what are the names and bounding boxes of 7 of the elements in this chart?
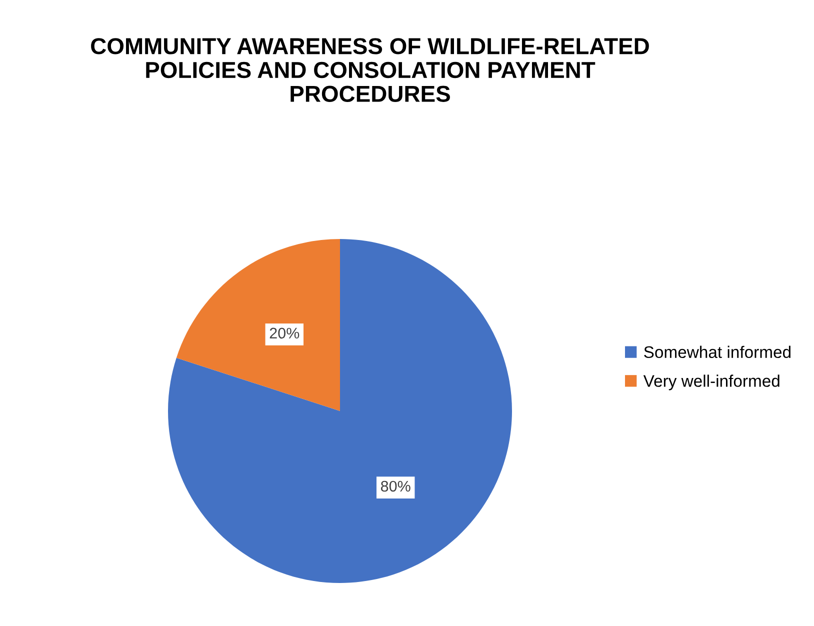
legend-label: Somewhat informed [644, 346, 790, 358]
pie-slice [168, 239, 512, 583]
data-label: 20% [270, 328, 300, 339]
data-label: 80% [380, 480, 410, 492]
pie-slice [176, 239, 340, 411]
legend-label: Very well-informed [643, 374, 780, 390]
chart-title: COMMUNITY AWARENESS OF WILDLIFE-RELATED POLICIES AND CONSOLATION PAYMENT PROCEDURES [91, 38, 649, 102]
